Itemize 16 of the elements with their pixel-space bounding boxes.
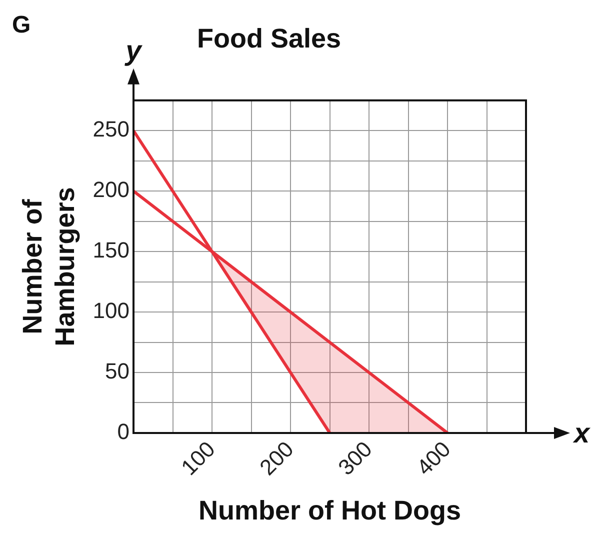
y-tick-label: 150	[92, 238, 130, 263]
y-tick-label: 100	[92, 298, 130, 324]
x-tick-label: 200	[254, 436, 298, 480]
x-axis-title: Number of Hot Dogs	[198, 495, 462, 526]
x-tick-label: 400	[412, 436, 456, 480]
text: G	[12, 12, 31, 39]
y-tick-label: 200	[92, 177, 130, 202]
chart-title: Food Sales	[196, 24, 342, 54]
y-tick-label: 250	[92, 116, 130, 142]
y-axis-title: Number of Hamburgers	[18, 187, 80, 346]
x-tick-label: 300	[333, 436, 377, 480]
y-tick-label: 50	[105, 358, 130, 384]
text: x	[572, 418, 591, 449]
y-tick-label: 0	[117, 419, 130, 444]
x-tick-label: 100	[176, 436, 220, 480]
text: y	[124, 35, 143, 66]
